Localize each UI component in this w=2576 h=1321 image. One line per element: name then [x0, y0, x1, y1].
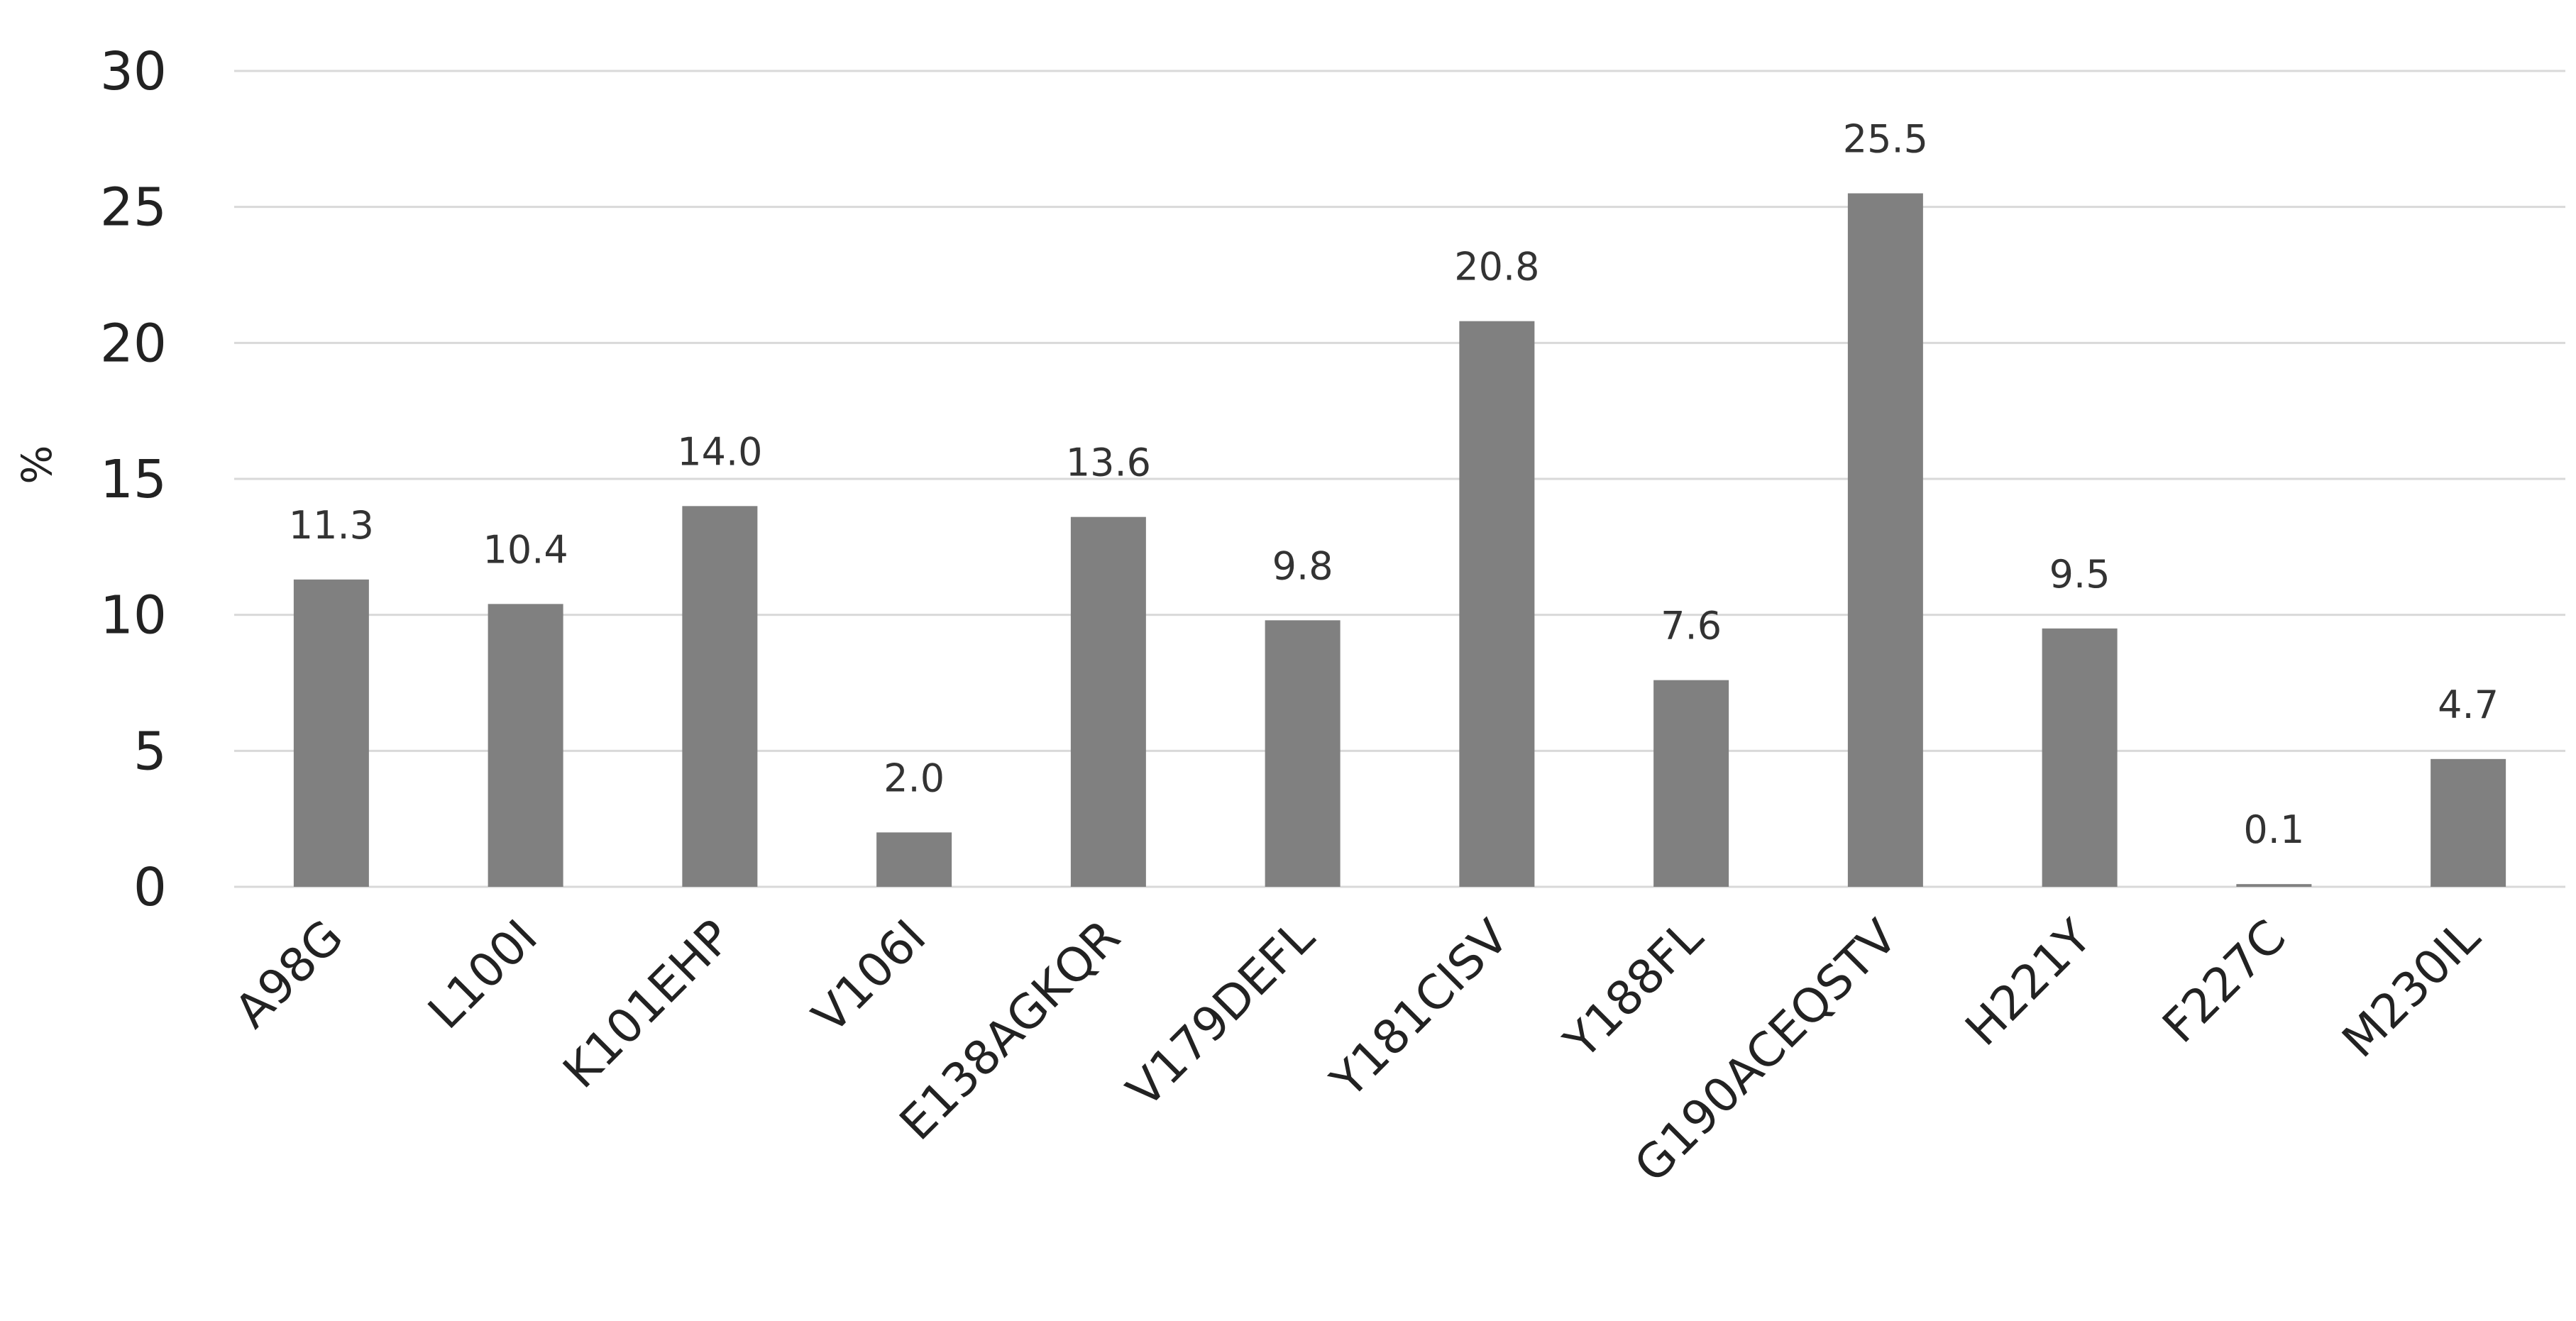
y-tick-labels: 0 5 10 15 20 25 30: [100, 41, 167, 918]
bar-value-label: 2.0: [884, 756, 945, 800]
bar: [293, 579, 369, 887]
bar-value-label: 20.8: [1454, 245, 1539, 289]
bar: [2236, 884, 2312, 887]
bar: [1847, 193, 1923, 887]
y-axis-title: %: [13, 445, 61, 484]
y-tick-label: 20: [100, 313, 167, 374]
bar-value-label: 9.5: [2049, 552, 2110, 597]
bar: [2431, 758, 2506, 887]
bar: [682, 506, 758, 887]
bar: [1653, 680, 1729, 887]
category-label: V179DEFL: [1116, 910, 1325, 1118]
bar: [488, 604, 563, 887]
bar-value-label: 4.7: [2438, 682, 2499, 727]
data-labels: 11.3 10.4 14.0 2.0 13.6 9.8 20.8 7.6 25.5 9.5 0.1 4…: [289, 117, 2499, 853]
y-tick-label: 0: [133, 857, 167, 918]
gridlines: [234, 70, 2565, 888]
bar-value-label: 13.6: [1066, 441, 1151, 485]
bar-value-label: 9.8: [1272, 543, 1333, 588]
category-label: Y188FL: [1553, 910, 1714, 1070]
category-label: A98G: [224, 910, 353, 1039]
bar-value-label: 14.0: [677, 429, 762, 474]
y-tick-label: 30: [100, 41, 167, 102]
category-label: Y181CISV: [1320, 910, 1519, 1109]
bar-value-label: 11.3: [289, 503, 374, 548]
category-label: F227C: [2152, 910, 2296, 1054]
category-label: V106I: [802, 910, 936, 1044]
category-label: K101EHP: [553, 910, 742, 1099]
y-tick-label: 15: [100, 449, 167, 510]
bar: [876, 832, 952, 887]
category-label: H221Y: [1955, 909, 2103, 1056]
bar-value-label: 7.6: [1661, 604, 1722, 648]
bar: [2042, 628, 2118, 887]
category-labels: A98G L100I K101EHP V106IE138AGKQRV179DEFLY1…: [224, 909, 2490, 1193]
bar-value-label: 10.4: [483, 527, 568, 572]
y-tick-label: 10: [100, 585, 167, 646]
bar: [1070, 516, 1146, 887]
bars: [293, 193, 2506, 888]
category-label: M230IL: [2332, 910, 2491, 1068]
bar-value-label: 0.1: [2243, 807, 2304, 852]
y-tick-label: 5: [133, 721, 167, 782]
bar: [1265, 620, 1341, 887]
category-label: L100I: [418, 910, 548, 1039]
bar: [1459, 321, 1535, 888]
y-tick-label: 25: [100, 177, 167, 238]
bar-value-label: 25.5: [1843, 117, 1928, 162]
